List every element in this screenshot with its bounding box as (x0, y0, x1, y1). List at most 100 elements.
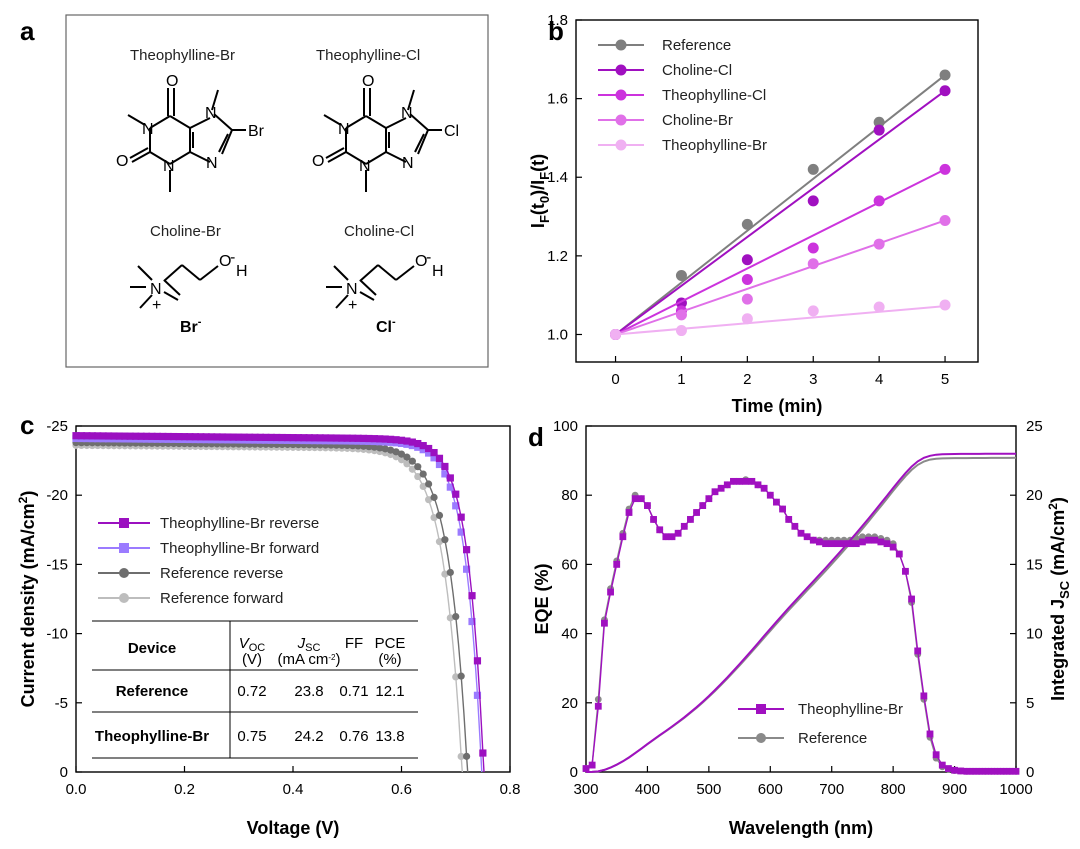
c-data-point (446, 474, 454, 482)
d-xtick-label: 400 (635, 781, 660, 798)
c-data-point (430, 448, 438, 457)
c-data-point (180, 433, 189, 441)
b-legend-marker (615, 39, 627, 51)
b-legend-label: Choline-Br (662, 112, 733, 129)
c-data-point (218, 433, 227, 441)
c-data-point (457, 513, 465, 521)
b-data-point (939, 299, 951, 311)
c-data-point (170, 432, 178, 441)
d-eqe-point (656, 526, 664, 534)
choline-br-plus: + (152, 297, 161, 314)
c-legend-marker (119, 543, 129, 553)
c-data-point (365, 434, 373, 443)
c-data-point (159, 432, 167, 441)
d-eqe-point (834, 540, 842, 548)
b-data-point (675, 325, 687, 337)
b-data-point (939, 69, 951, 81)
c-data-point (305, 434, 313, 442)
panel-d: d 300 400 500 600 700 800 900 10000204060801000… (528, 418, 1072, 838)
c-ytick-label: -15 (46, 556, 68, 573)
d-eqe-point (779, 505, 786, 513)
d-eqe-point (711, 488, 719, 496)
c-data-point (463, 546, 471, 554)
c-data-point (148, 432, 156, 440)
b-legend-marker (615, 89, 627, 101)
c-data-point (115, 432, 123, 440)
c-data-point (104, 432, 113, 440)
c-data-point (452, 502, 460, 510)
c-legend-label: Theophylline-Br reverse (160, 515, 319, 532)
d-eqe-point (748, 477, 756, 485)
c-data-point (349, 434, 357, 442)
choline-cl-oh-minus: - (426, 249, 431, 266)
b-data-point (873, 116, 885, 128)
c-data-point (457, 752, 465, 761)
d-eqe-point (791, 522, 799, 530)
c-ytick-label: -20 (46, 487, 68, 504)
c-data-point (278, 433, 286, 442)
c-data-point (327, 434, 335, 442)
panel-c-marks (72, 432, 487, 773)
d-eqe-point (926, 730, 934, 738)
c-data-point (414, 443, 422, 451)
c-data-point (441, 570, 449, 578)
panel-b: b 0 1 2 3 4 5 1.0 1.2 1.4 1.6 1.8 Reference Choline… (528, 12, 979, 416)
panel-d-legend: Theophylline-Br Reference (738, 701, 903, 747)
c-table-cell-ff: 0.71 (339, 683, 368, 700)
d-eqe-point (687, 516, 694, 523)
b-legend-label: Choline-Cl (662, 62, 732, 79)
c-data-point (381, 435, 389, 443)
c-table-cell-jsc: 24.2 (294, 728, 323, 745)
d-eqe-point (969, 767, 977, 775)
theo-cl-o-left: O (312, 153, 324, 170)
d-eqe-point (865, 536, 872, 544)
panel-letter-d: d (528, 422, 544, 452)
d-legend-marker (756, 704, 766, 714)
c-data-point (294, 434, 303, 442)
c-data-point (425, 480, 433, 488)
d-eqe-point (871, 536, 879, 544)
c-table-cell-pce: 12.1 (375, 683, 404, 700)
c-legend-marker (119, 593, 129, 603)
c-data-point (175, 433, 183, 441)
d-xtick-label: 900 (942, 781, 967, 798)
c-table-header-jsc: JSC (297, 635, 321, 654)
d-eqe-point (932, 751, 940, 759)
d-integrated-jsc-line (585, 452, 1016, 773)
c-data-point (99, 432, 107, 440)
d-eqe-point (1000, 767, 1008, 775)
b-data-point (741, 254, 753, 266)
d-eqe-point (637, 495, 645, 503)
b-xtick-label: 0 (611, 371, 619, 388)
panel-b-marks (610, 69, 951, 340)
theo-br-halogen: Br (248, 123, 265, 140)
b-legend-marker (615, 139, 627, 151)
d-xtick-label: 1000 (999, 781, 1032, 798)
c-data-point (240, 433, 248, 441)
d-legend-marker (756, 733, 766, 743)
c-ytick-label: -25 (46, 418, 68, 435)
panel-d-ylabel: EQE (%) (532, 563, 552, 634)
c-table-cell-ff: 0.76 (339, 728, 368, 745)
c-data-point (468, 592, 476, 600)
d-xtick-label: 800 (881, 781, 906, 798)
panel-letter-c: c (20, 410, 34, 440)
c-legend-label: Reference forward (160, 590, 283, 607)
c-data-point (311, 434, 319, 442)
d-eqe-point (883, 540, 891, 548)
c-data-point (441, 470, 449, 478)
d-eqe-point (975, 767, 983, 775)
b-data-point (939, 214, 951, 226)
c-data-point (370, 443, 378, 451)
c-data-point (88, 432, 96, 440)
c-data-point (354, 434, 362, 442)
c-data-point (473, 657, 482, 665)
c-data-point (397, 436, 406, 444)
c-xtick-label: 0.8 (500, 781, 521, 798)
theo-br-o-top: O (166, 73, 178, 90)
d-eqe-point (736, 477, 743, 485)
c-data-point (457, 672, 465, 680)
d-y2tick-label: 5 (1026, 695, 1034, 712)
theo-br-n9: N (206, 155, 218, 172)
c-table-unit-pce: (%) (378, 651, 401, 668)
